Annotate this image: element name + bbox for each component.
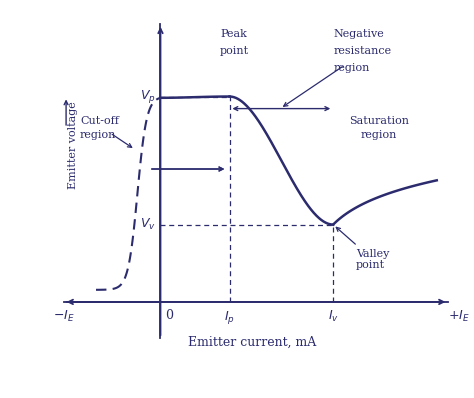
Text: region: region xyxy=(361,130,397,140)
Text: Peak: Peak xyxy=(221,29,247,39)
Text: Cut-off: Cut-off xyxy=(80,116,119,126)
Text: Negative: Negative xyxy=(333,29,384,39)
Text: Saturation: Saturation xyxy=(349,116,409,126)
Text: Emitter voltage: Emitter voltage xyxy=(68,101,78,189)
Text: region: region xyxy=(80,130,116,140)
Text: resistance: resistance xyxy=(333,46,391,56)
Text: region: region xyxy=(333,62,370,73)
Text: $+I_E$: $+I_E$ xyxy=(448,309,470,324)
Text: $V_v$: $V_v$ xyxy=(140,217,156,232)
Text: $I_v$: $I_v$ xyxy=(328,309,338,324)
Text: Emitter current, mA: Emitter current, mA xyxy=(189,336,317,349)
Text: point: point xyxy=(219,46,249,56)
Text: $I_p$: $I_p$ xyxy=(224,309,235,326)
Text: $-I_E$: $-I_E$ xyxy=(53,309,74,324)
Text: $V_p$: $V_p$ xyxy=(140,88,156,105)
Text: 0: 0 xyxy=(165,309,173,322)
Text: Valley
point: Valley point xyxy=(336,227,390,270)
